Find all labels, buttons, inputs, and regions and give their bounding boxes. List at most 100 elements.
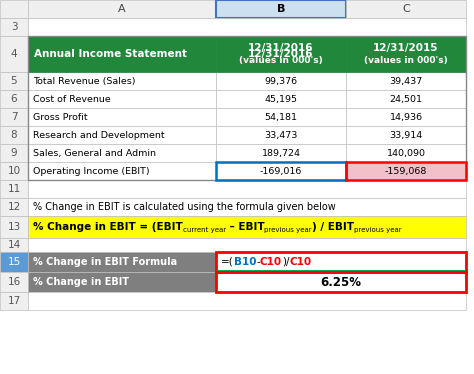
Text: 14,936: 14,936 (390, 113, 422, 122)
Bar (0, 36, 28, 72)
Text: 140,090: 140,090 (386, 148, 426, 157)
Bar (28, 18, 466, 36)
Text: Sales, General and Admin: Sales, General and Admin (33, 148, 156, 157)
Bar (28, 238, 466, 252)
Bar (217, 270, 465, 271)
Text: C10: C10 (260, 257, 282, 267)
Text: 17: 17 (8, 296, 21, 306)
Bar (0, 272, 28, 292)
Text: Cost of Revenue: Cost of Revenue (33, 95, 111, 104)
Text: 12/31/2016: 12/31/2016 (248, 49, 314, 59)
Bar (216, 126, 346, 144)
Bar (0, 216, 28, 238)
Text: 5: 5 (11, 76, 18, 86)
Text: 99,376: 99,376 (264, 77, 298, 86)
Text: Gross Profit: Gross Profit (33, 113, 88, 122)
Bar (0, 238, 28, 252)
Bar (0, 198, 28, 216)
Bar (28, 36, 216, 72)
Text: 12: 12 (8, 202, 21, 212)
Bar (216, 252, 466, 272)
Bar (216, 90, 346, 108)
Bar (28, 180, 466, 198)
Text: 13: 13 (8, 222, 21, 232)
Text: Research and Development: Research and Development (33, 131, 164, 140)
Text: 189,724: 189,724 (262, 148, 301, 157)
Bar (0, 162, 28, 180)
Text: 6: 6 (11, 94, 18, 104)
Bar (346, 72, 466, 90)
Bar (0, 108, 28, 126)
Bar (216, 0, 346, 18)
Bar (346, 162, 466, 180)
Bar (216, 272, 466, 292)
Bar (28, 198, 466, 216)
Text: % Change in EBIT is calculated using the formula given below: % Change in EBIT is calculated using the… (33, 202, 336, 212)
Text: (values in 000's): (values in 000's) (364, 55, 448, 64)
Text: B10: B10 (234, 257, 256, 267)
Bar (0, 180, 28, 198)
Text: -159,068: -159,068 (385, 166, 427, 175)
Text: 8: 8 (11, 130, 18, 140)
Bar (28, 144, 216, 162)
Bar (216, 108, 346, 126)
Text: 12/31/2015: 12/31/2015 (373, 43, 439, 53)
Text: current year: current year (183, 227, 226, 233)
Text: 4: 4 (11, 49, 18, 59)
Text: 10: 10 (8, 166, 20, 176)
Text: (values in 000's): (values in 000's) (239, 55, 323, 64)
Text: 33,914: 33,914 (389, 131, 423, 140)
Text: 3: 3 (11, 22, 18, 32)
Bar (28, 36, 466, 180)
Bar (0, 252, 28, 272)
Text: 7: 7 (11, 112, 18, 122)
Bar (0, 144, 28, 162)
Bar (346, 90, 466, 108)
Bar (216, 272, 466, 292)
Bar (216, 252, 466, 272)
Bar (346, 0, 466, 18)
Bar (28, 252, 216, 272)
Bar (0, 72, 28, 90)
Bar (28, 162, 216, 180)
Text: 14: 14 (8, 240, 21, 250)
Bar (216, 72, 346, 90)
Text: 24,501: 24,501 (390, 95, 422, 104)
Bar (28, 72, 216, 90)
Bar (216, 36, 346, 72)
Text: previous year: previous year (264, 227, 312, 233)
Bar (0, 126, 28, 144)
Text: 9: 9 (11, 148, 18, 158)
Text: Annual Income Statement: Annual Income Statement (34, 49, 187, 59)
Bar (28, 36, 466, 72)
Bar (28, 216, 466, 238)
Text: % Change in EBIT = (EBIT: % Change in EBIT = (EBIT (33, 222, 183, 232)
Text: =(: =( (221, 257, 234, 267)
Bar (216, 144, 346, 162)
Text: -: - (256, 257, 260, 267)
Bar (0, 18, 28, 36)
Text: ) / EBIT: ) / EBIT (312, 222, 354, 232)
Text: 39,437: 39,437 (389, 77, 423, 86)
Bar (28, 272, 216, 292)
Bar (216, 162, 346, 180)
Text: – EBIT: – EBIT (226, 222, 264, 232)
Bar (0, 90, 28, 108)
Text: Total Revenue (Sales): Total Revenue (Sales) (33, 77, 136, 86)
Bar (28, 0, 216, 18)
Text: 45,195: 45,195 (264, 95, 298, 104)
Bar (28, 108, 216, 126)
Bar (0, 0, 28, 18)
Bar (346, 126, 466, 144)
Text: A: A (118, 4, 126, 14)
Text: 6.25%: 6.25% (320, 276, 362, 288)
Bar (346, 108, 466, 126)
Text: C10: C10 (290, 257, 312, 267)
Text: -169,016: -169,016 (260, 166, 302, 175)
Bar (346, 162, 466, 180)
Text: Operating Income (EBIT): Operating Income (EBIT) (33, 166, 150, 175)
Bar (28, 292, 466, 310)
Bar (28, 126, 216, 144)
Bar (0, 292, 28, 310)
Bar (346, 144, 466, 162)
